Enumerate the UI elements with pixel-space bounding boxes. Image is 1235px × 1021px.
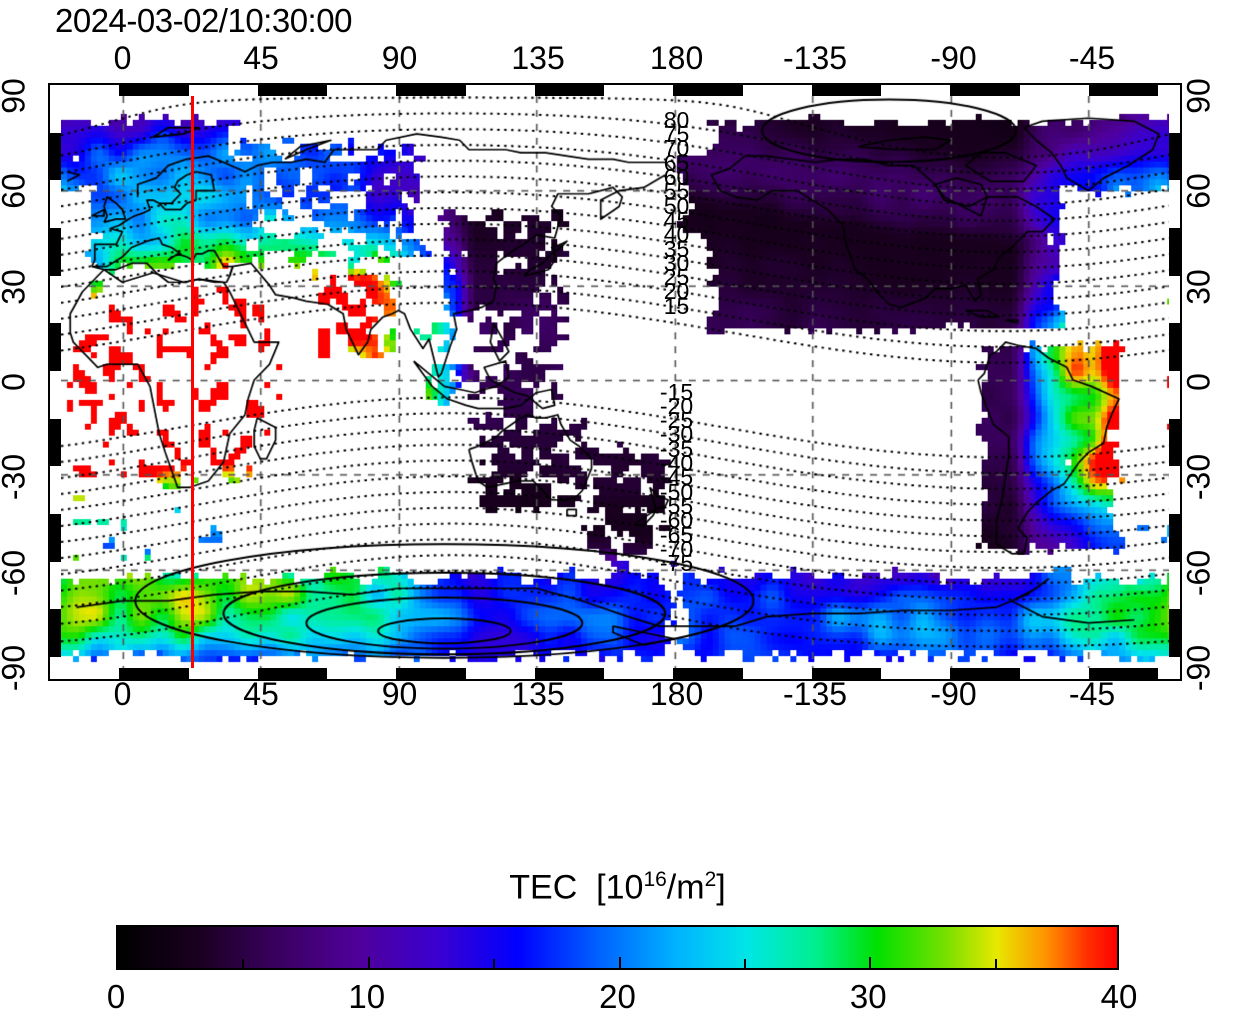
y-tick-label: 60 <box>1180 173 1217 210</box>
x-axis-labels-top: 0 45 90 135 180 -135 -90 -45 <box>0 40 1235 76</box>
tec-colorbar <box>116 925 1119 970</box>
y-tick-label: 30 <box>0 268 32 305</box>
tec-map-area: 80 75 70 65 60 55 50 45 40 35 30 25 20 15 -15 -20 -25 -30… <box>61 96 1169 668</box>
x-tick-label: -45 <box>1068 676 1116 712</box>
colorbar-minor-tick <box>493 959 496 968</box>
page-title: 2024-03-02/10:30:00 <box>55 2 352 39</box>
colorbar-units-exponent: 16 <box>643 868 667 891</box>
colorbar-minor-tick <box>242 959 245 968</box>
colorbar-quantity-label: TEC <box>509 868 578 907</box>
x-tick-label: -90 <box>930 676 977 712</box>
axis-ruler-left <box>50 85 61 679</box>
y-tick-label: -60 <box>1180 549 1217 596</box>
x-tick-label: 0 <box>113 676 132 712</box>
y-tick-label: 60 <box>0 173 32 210</box>
x-tick-label: -135 <box>783 40 848 76</box>
colorbar-minor-tick <box>994 959 997 968</box>
y-tick-label: -90 <box>1180 644 1217 692</box>
x-tick-label: 90 <box>381 676 418 712</box>
y-tick-label: -30 <box>0 454 32 501</box>
colorbar-tick-label: 0 <box>106 978 126 1015</box>
colorbar-tick-label: 10 <box>348 978 386 1015</box>
colorbar-tick-label: 20 <box>599 978 636 1015</box>
colorbar-units-open: [10 <box>596 868 644 907</box>
map-plot-frame: 80 75 70 65 60 55 50 45 40 35 30 25 20 15 -15 -20 -25 -30… <box>48 83 1182 681</box>
colorbar-minor-tick <box>618 959 621 968</box>
y-tick-label: -30 <box>1180 454 1217 501</box>
colorbar-units-exponent-2: 2 <box>704 868 717 891</box>
axis-ruler-bottom <box>50 668 1180 679</box>
colorbar-tick-label: 30 <box>849 978 887 1015</box>
colorbar-minor-tick <box>743 959 746 968</box>
y-tick-label: 30 <box>1180 268 1217 305</box>
y-tick-label: 90 <box>1180 78 1217 114</box>
colorbar-tick-labels: 0 10 20 30 40 <box>0 978 1235 1018</box>
x-tick-label: 180 <box>649 676 704 712</box>
map-overlay-canvas <box>61 96 1169 668</box>
x-tick-label: -135 <box>783 676 848 712</box>
x-tick-label: 0 <box>113 40 132 76</box>
colorbar-title: TEC [1016/m2] <box>0 868 1235 907</box>
colorbar-units-close: ] <box>716 868 726 907</box>
x-tick-label: -45 <box>1068 40 1116 76</box>
colorbar-minor-tick <box>869 959 872 968</box>
x-axis-labels-bottom: 0 45 90 135 180 -135 -90 -45 <box>0 676 1235 712</box>
x-tick-label: 180 <box>649 40 704 76</box>
y-tick-label: 90 <box>0 78 32 114</box>
y-tick-label: 0 <box>0 373 33 391</box>
x-tick-label: 135 <box>511 676 565 712</box>
colorbar-units-mid: /m <box>666 868 705 907</box>
x-tick-label: -90 <box>930 40 977 76</box>
colorbar-tick-label: 40 <box>1100 978 1138 1015</box>
y-tick-label: -60 <box>0 549 32 596</box>
y-tick-label: 0 <box>1180 373 1217 391</box>
x-tick-label: 90 <box>381 40 418 76</box>
x-tick-label: 45 <box>243 676 279 712</box>
x-tick-label: 135 <box>511 40 565 76</box>
axis-ruler-right <box>1169 85 1180 679</box>
colorbar-minor-tick <box>367 959 370 968</box>
axis-ruler-top <box>50 85 1180 96</box>
x-tick-label: 45 <box>243 40 279 76</box>
noon-meridian-line <box>190 96 194 668</box>
colorbar-gradient <box>118 927 1117 968</box>
